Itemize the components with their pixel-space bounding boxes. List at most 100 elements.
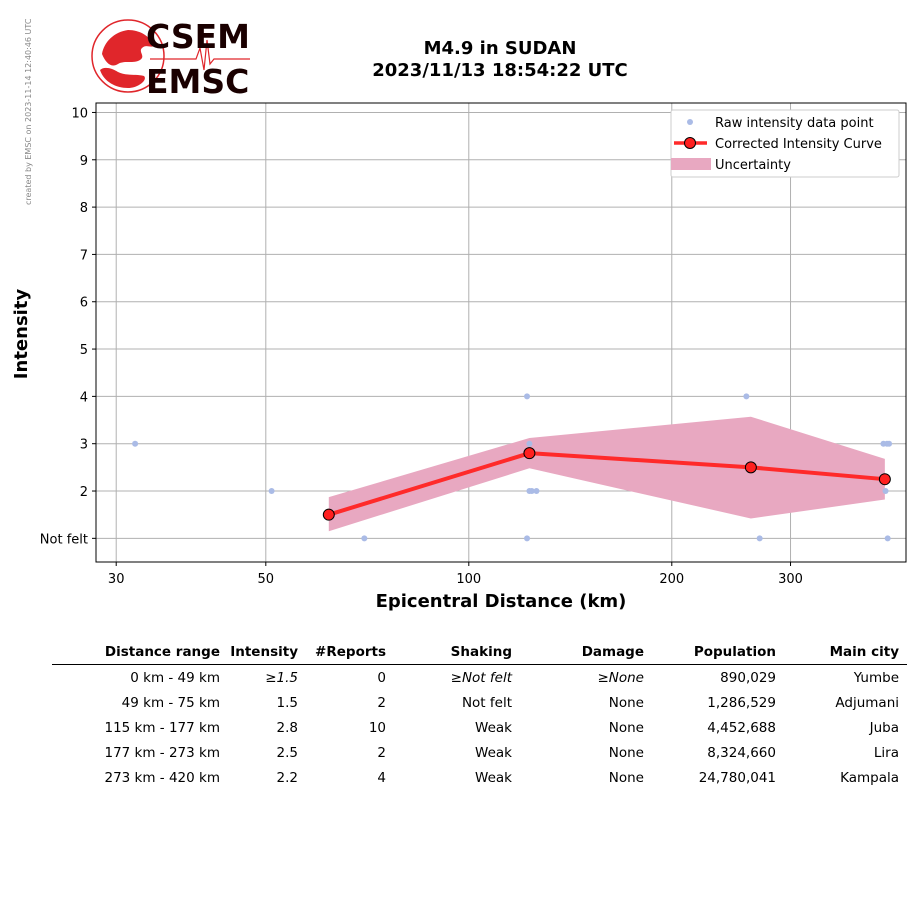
- corrected-intensity-point: [878, 473, 891, 486]
- header-population: Population: [652, 642, 784, 665]
- y-tick-label: 4: [80, 390, 88, 405]
- cell-intensity: 2.8: [276, 719, 298, 736]
- x-tick-label: 100: [456, 572, 481, 587]
- raw-data-point: [268, 488, 275, 495]
- legend: Raw intensity data point Corrected Inten…: [670, 109, 900, 178]
- logo-seismogram: [150, 39, 250, 71]
- cell-city: Lira: [873, 744, 899, 761]
- y-tick-label: 8: [80, 201, 88, 216]
- intensity-chart: Not felt 2 3 4 5 6 7 8 9 10 30 50 100 200 300 Epicentr…: [11, 102, 907, 612]
- cell-range: 49 km - 75 km: [121, 694, 220, 711]
- cell-range: 273 km - 420 km: [104, 769, 220, 786]
- table-header-row: Distance range Intensity #Reports Shakin…: [52, 642, 907, 665]
- cell-population: 1,286,529: [707, 694, 776, 711]
- cell-city: Yumbe: [853, 669, 899, 686]
- table-row: 49 km - 75 km 1.5 2 Not felt None 1,286,…: [52, 690, 907, 715]
- raw-data-point: [886, 440, 893, 447]
- x-tick-label: 200: [659, 572, 684, 587]
- y-axis-label: Intensity: [11, 289, 32, 380]
- cell-damage: None: [608, 769, 644, 786]
- cell-shaking: Weak: [475, 769, 512, 786]
- x-tick-label: 300: [778, 572, 803, 587]
- raw-data-point: [756, 535, 763, 542]
- cell-population: 8,324,660: [707, 744, 776, 761]
- cell-damage: None: [608, 719, 644, 736]
- logo-text-csem: CSEM: [146, 18, 250, 56]
- corrected-intensity-point: [744, 461, 757, 474]
- chart-title-event: M4.9 in SUDAN: [423, 38, 577, 59]
- y-tick-label: 7: [80, 248, 88, 263]
- y-tick-label: Not felt: [40, 532, 88, 547]
- uncertainty-band-layer: [328, 416, 885, 532]
- raw-data-point: [528, 488, 535, 495]
- y-tick-label: 10: [71, 106, 88, 121]
- corrected-intensity-point: [322, 508, 335, 521]
- cell-city: Kampala: [840, 769, 899, 786]
- y-tick-label: 5: [80, 343, 88, 358]
- cell-reports: 2: [377, 744, 386, 761]
- cell-intensity: ≥1.5: [265, 669, 298, 686]
- corrected-intensity-point: [523, 447, 536, 460]
- raw-data-point: [361, 535, 368, 542]
- cell-population: 24,780,041: [698, 769, 776, 786]
- header-reports: #Reports: [306, 642, 394, 665]
- raw-data-point: [524, 393, 531, 400]
- legend-raw-label: Raw intensity data point: [715, 116, 874, 131]
- cell-reports: 10: [368, 719, 386, 736]
- corrected-curve-layer: [322, 447, 891, 521]
- cell-city: Adjumani: [835, 694, 899, 711]
- cell-intensity: 2.5: [276, 744, 298, 761]
- table-row: 177 km - 273 km 2.5 2 Weak None 8,324,66…: [52, 740, 907, 765]
- cell-damage: ≥None: [597, 669, 644, 686]
- cell-reports: 4: [377, 769, 386, 786]
- logo-globe-ring: [91, 19, 165, 93]
- legend-curve-marker: [684, 137, 696, 149]
- raw-data-point: [743, 393, 750, 400]
- tick-labels: Not felt 2 3 4 5 6 7 8 9 10 30 50 100 200 300: [40, 106, 803, 587]
- x-tick-label: 30: [108, 572, 125, 587]
- cell-shaking: Weak: [475, 744, 512, 761]
- raw-points-layer: [132, 393, 893, 542]
- plot-frame: [95, 102, 907, 563]
- x-axis-label: Epicentral Distance (km): [376, 591, 627, 612]
- table-row: 273 km - 420 km 2.2 4 Weak None 24,780,0…: [52, 765, 907, 790]
- uncertainty-band: [328, 416, 885, 532]
- table-row: 115 km - 177 km 2.8 10 Weak None 4,452,6…: [52, 715, 907, 740]
- chart-title: M4.9 in SUDAN 2023/11/13 18:54:22 UTC: [330, 38, 670, 82]
- cell-shaking: Weak: [475, 719, 512, 736]
- cell-damage: None: [608, 744, 644, 761]
- header-shaking: Shaking: [394, 642, 520, 665]
- header-main-city: Main city: [784, 642, 907, 665]
- y-tick-label: 9: [80, 154, 88, 169]
- corrected-intensity-line: [328, 451, 886, 517]
- raw-data-point: [526, 440, 533, 447]
- cell-damage: None: [608, 694, 644, 711]
- y-tick-label: 6: [80, 296, 88, 311]
- x-tick-label: 50: [258, 572, 275, 587]
- cell-city: Juba: [869, 719, 899, 736]
- cell-reports: 0: [377, 669, 386, 686]
- intensity-table: Distance range Intensity #Reports Shakin…: [52, 642, 907, 790]
- logo-text-emsc: EMSC: [146, 62, 249, 98]
- legend-band-label: Uncertainty: [715, 158, 791, 173]
- raw-data-point: [524, 535, 531, 542]
- cell-shaking: ≥Not felt: [450, 669, 512, 686]
- legend-box: [670, 109, 900, 178]
- chart-title-datetime: 2023/11/13 18:54:22 UTC: [372, 60, 628, 81]
- legend-raw-marker: [687, 119, 693, 125]
- table-row: 0 km - 49 km ≥1.5 0 ≥Not felt ≥None 890,…: [52, 665, 907, 691]
- header-distance-range: Distance range: [52, 642, 228, 665]
- cell-range: 0 km - 49 km: [130, 669, 220, 686]
- cell-population: 4,452,688: [707, 719, 776, 736]
- cell-intensity: 1.5: [276, 694, 298, 711]
- raw-data-point: [882, 488, 889, 495]
- raw-data-point: [884, 535, 891, 542]
- raw-data-point: [132, 440, 139, 447]
- legend-curve-label: Corrected Intensity Curve: [715, 137, 882, 152]
- y-tick-label: 2: [80, 485, 88, 500]
- cell-intensity: 2.2: [276, 769, 298, 786]
- cell-population: 890,029: [720, 669, 776, 686]
- cell-range: 115 km - 177 km: [104, 719, 220, 736]
- header-damage: Damage: [520, 642, 652, 665]
- csem-emsc-logo: CSEM EMSC: [91, 18, 250, 98]
